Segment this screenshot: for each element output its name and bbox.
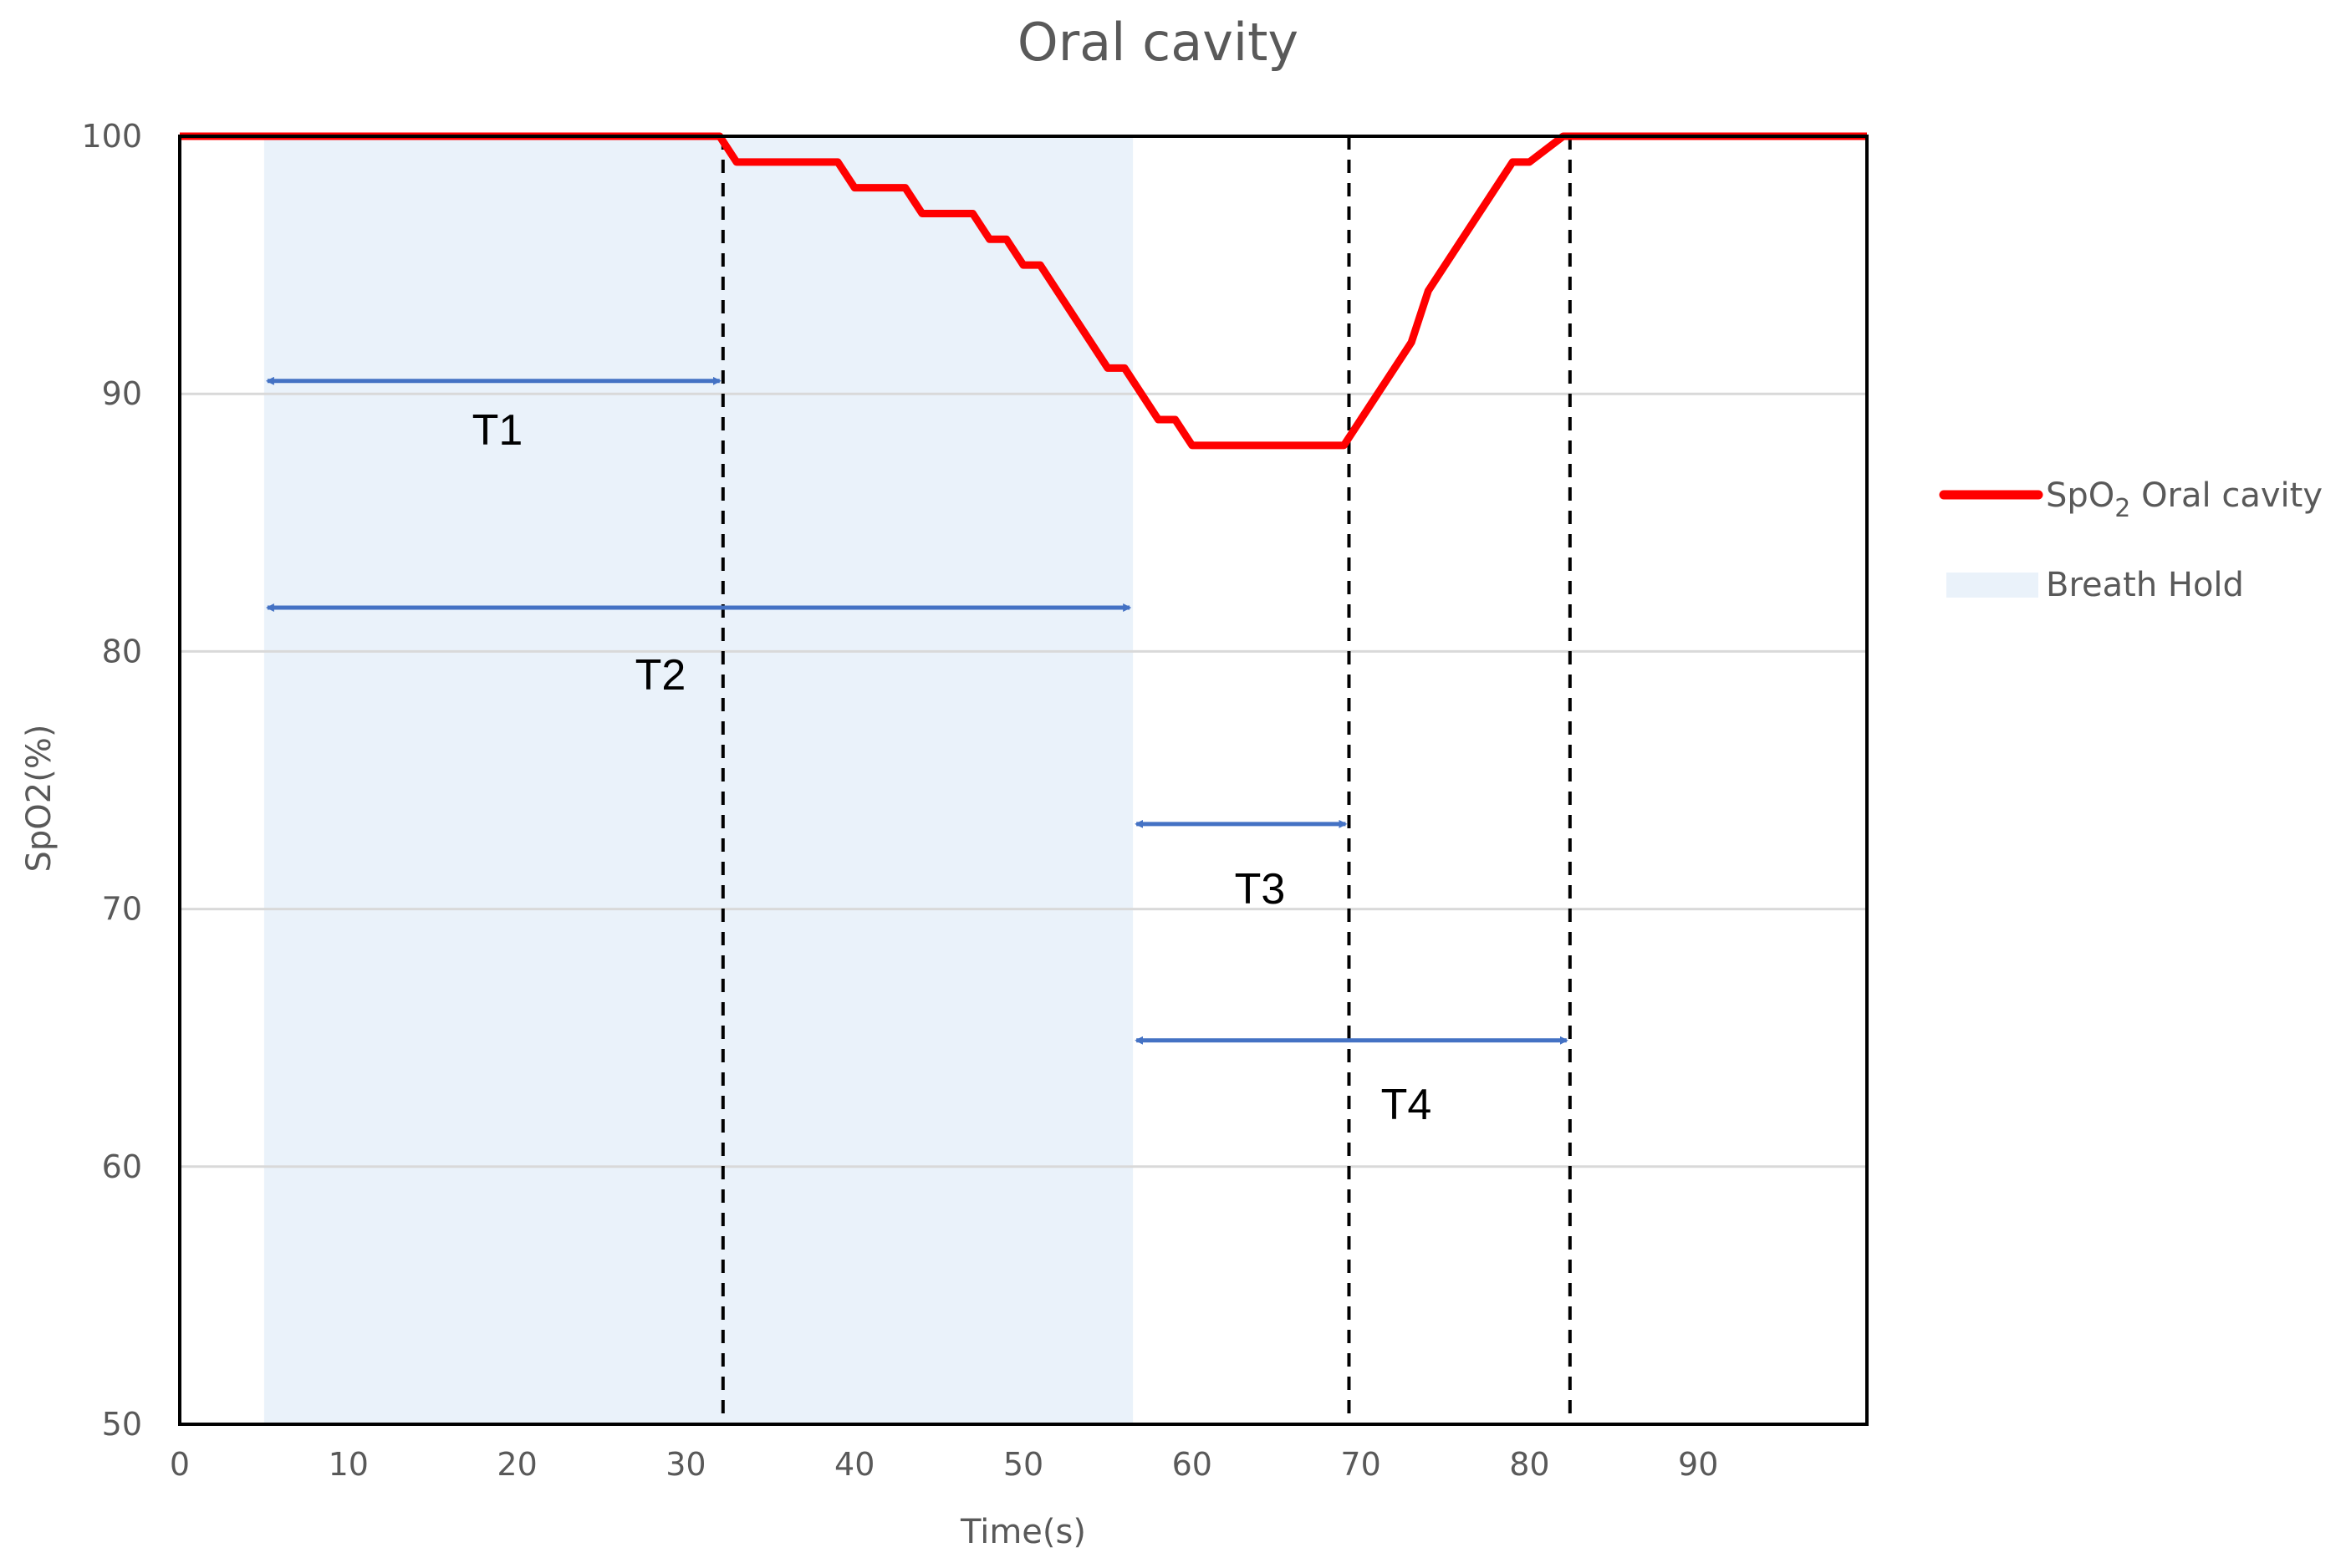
y-axis-label: SpO2(%) bbox=[20, 725, 59, 873]
y-tick-label: 80 bbox=[102, 633, 142, 669]
y-tick-label: 50 bbox=[102, 1406, 142, 1443]
legend: SpO2 Oral cavity Breath Hold bbox=[1939, 476, 2323, 604]
chart-title: Oral cavity bbox=[1017, 12, 1298, 73]
x-axis-label: Time(s) bbox=[960, 1513, 1086, 1551]
x-tick-label: 0 bbox=[170, 1446, 190, 1483]
interval-label-t2: T2 bbox=[635, 651, 686, 700]
x-tick-label: 30 bbox=[666, 1446, 706, 1483]
y-tick-label: 60 bbox=[102, 1148, 142, 1185]
y-tick-label: 70 bbox=[102, 891, 142, 928]
x-tick-label: 60 bbox=[1172, 1446, 1212, 1483]
x-tick-label: 40 bbox=[834, 1446, 875, 1483]
x-tick-label: 50 bbox=[1003, 1446, 1043, 1483]
legend-label-breath-hold: Breath Hold bbox=[2046, 566, 2244, 604]
x-tick-label: 80 bbox=[1509, 1446, 1549, 1483]
plot-frame bbox=[178, 135, 1869, 1426]
interval-label-t3: T3 bbox=[1235, 865, 1286, 914]
interval-label-t4: T4 bbox=[1381, 1081, 1432, 1129]
x-tick-label: 10 bbox=[329, 1446, 369, 1483]
series-line-spo2 bbox=[180, 132, 1867, 450]
breath-hold-region bbox=[263, 136, 1134, 1424]
y-tick-label: 90 bbox=[102, 375, 142, 412]
x-tick-label: 90 bbox=[1678, 1446, 1718, 1483]
y-tick-label: 100 bbox=[81, 118, 142, 155]
x-tick-label: 70 bbox=[1340, 1446, 1380, 1483]
legend-swatch-breath-hold bbox=[1946, 573, 2038, 598]
interval-label-t1: T1 bbox=[472, 406, 523, 455]
legend-label-spo2: SpO2 Oral cavity bbox=[2046, 476, 2323, 523]
x-tick-label: 20 bbox=[497, 1446, 537, 1483]
